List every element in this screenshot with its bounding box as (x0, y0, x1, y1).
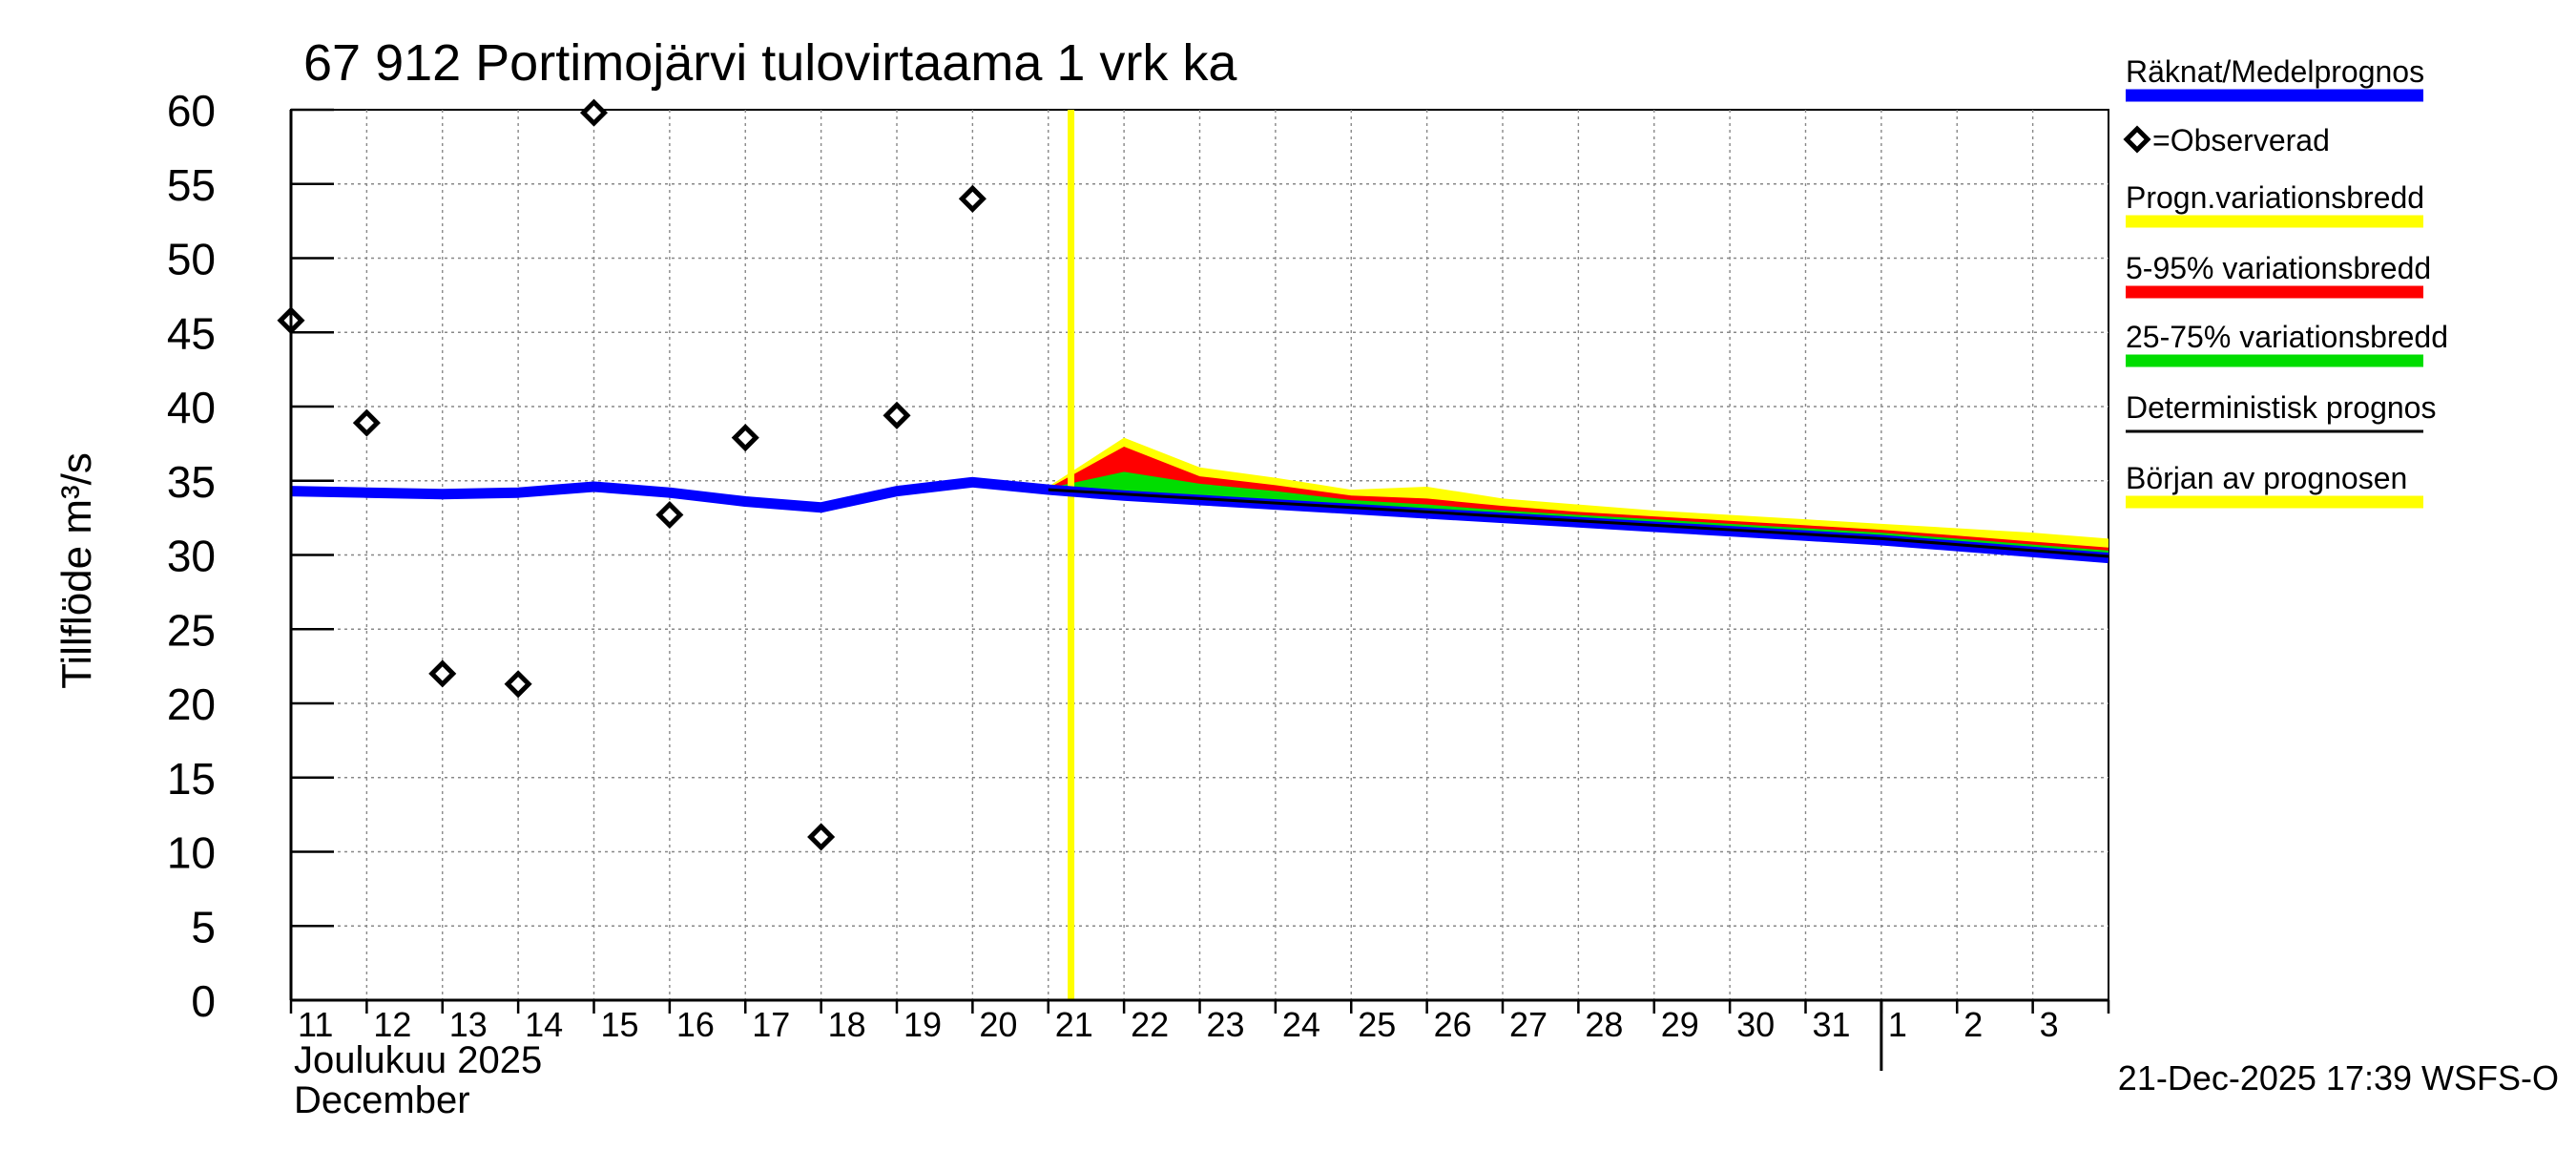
x-tick-label: 26 (1434, 1005, 1472, 1044)
observed-point (352, 408, 381, 437)
legend-label: 25-75% variationsbredd (2126, 320, 2448, 354)
observed-point (579, 98, 609, 127)
x-tick-label: 12 (373, 1005, 411, 1044)
x-tick-label: 14 (525, 1005, 563, 1044)
band-prognosis-range (1048, 437, 2109, 557)
observed-point (731, 424, 759, 452)
y-tick-label: 0 (191, 976, 216, 1026)
series-lines (290, 110, 2109, 1000)
x-tick-label: 27 (1509, 1005, 1548, 1044)
x-tick-label: 29 (1661, 1005, 1699, 1044)
legend-label: Deterministisk prognos (2126, 390, 2436, 425)
y-tick-label: 50 (167, 235, 216, 284)
y-tick-label: 25 (167, 605, 216, 655)
x-tick-label: 25 (1358, 1005, 1396, 1044)
x-tick-label: 31 (1813, 1005, 1851, 1044)
axes (289, 108, 2110, 1071)
chart-title: 67 912 Portimojärvi tulovirtaama 1 vrk k… (303, 34, 1237, 92)
deterministic-series-line (1048, 488, 2109, 558)
observed-point (504, 670, 532, 699)
x-month-label-fi: Joulukuu 2025 (294, 1039, 542, 1081)
y-tick-label: 10 (167, 828, 216, 878)
x-tick-label: 18 (828, 1005, 866, 1044)
x-tick-label: 20 (979, 1005, 1017, 1044)
y-tick-label: 30 (167, 532, 216, 581)
x-tick-label: 15 (601, 1005, 639, 1044)
timestamp: 21-Dec-2025 17:39 WSFS-O (2118, 1058, 2559, 1098)
x-tick-label: 22 (1131, 1005, 1169, 1044)
x-tick-label: 1 (1888, 1005, 1907, 1044)
x-tick-label: 28 (1585, 1005, 1623, 1044)
x-tick-label: 3 (2040, 1005, 2059, 1044)
x-tick-label: 21 (1055, 1005, 1093, 1044)
observed-point (807, 823, 836, 851)
observed-point (883, 401, 911, 429)
grid (290, 109, 2109, 1001)
x-tick-label: 30 (1736, 1005, 1775, 1044)
x-tick-label: 23 (1207, 1005, 1245, 1044)
y-tick-label: 40 (167, 383, 216, 432)
x-tick-label: 24 (1282, 1005, 1320, 1044)
y-tick-label: 20 (167, 680, 216, 729)
legend-label: =Observerad (2152, 123, 2330, 157)
x-tick-label: 17 (752, 1005, 790, 1044)
legend: Räknat/Medelprognos =Observerad Progn.vari… (2123, 54, 2448, 509)
x-tick-label: 11 (298, 1005, 333, 1044)
observed-point (655, 500, 684, 530)
y-tick-label: 55 (167, 160, 216, 210)
x-tick-label: 2 (1963, 1005, 1983, 1044)
legend-label: 5-95% variationsbredd (2126, 251, 2431, 285)
legend-label: Början av prognosen (2126, 461, 2407, 495)
observed-point (958, 184, 987, 213)
observed-point (428, 659, 457, 688)
band-5-95 (1048, 446, 2109, 557)
y-tick-label: 35 (167, 457, 216, 507)
legend-marker (2123, 125, 2151, 154)
x-tick-label: 13 (449, 1005, 488, 1044)
y-tick-label: 60 (167, 86, 216, 136)
mean-series-line (290, 476, 2109, 564)
x-month-label-en: December (294, 1079, 470, 1121)
legend-label: Räknat/Medelprognos (2126, 54, 2424, 89)
y-tick-label: 5 (191, 902, 216, 951)
y-tick-label: 45 (167, 308, 216, 358)
legend-label: Progn.variationsbredd (2126, 180, 2424, 215)
observed-markers (277, 98, 987, 851)
x-tick-label: 16 (676, 1005, 715, 1044)
y-axis-label: Tillflöde m³/s (53, 452, 100, 689)
x-tick-label: 19 (904, 1005, 942, 1044)
y-tick-label: 15 (167, 754, 216, 804)
